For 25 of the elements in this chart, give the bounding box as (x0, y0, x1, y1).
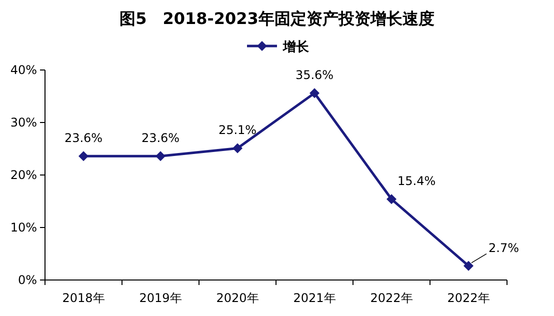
data-label: 23.6% (64, 131, 103, 146)
x-tick-label: 2022年 (447, 291, 490, 305)
point (156, 151, 166, 162)
x-tick-label: 2021年 (293, 291, 336, 305)
x-tick-label: 2018年 (62, 291, 105, 305)
y-tick-label: 0% (18, 273, 37, 287)
y-tick-label: 10% (10, 220, 37, 234)
data-label: 15.4% (398, 174, 436, 188)
y-tick-label: 40% (10, 63, 37, 77)
point (78, 151, 88, 162)
data-label: 23.6% (141, 131, 180, 146)
y-tick-label: 30% (10, 116, 37, 130)
point (310, 88, 320, 98)
point (232, 143, 242, 154)
point (386, 194, 396, 204)
legend-label: 增长 (282, 40, 310, 55)
data-label: 35.6% (295, 68, 334, 82)
chart-title: 图5 2018-2023年固定资产投资增长速度 (120, 9, 434, 28)
x-tick-label: 2020年 (216, 291, 259, 305)
y-tick-label: 20% (10, 168, 37, 182)
data-label: 25.1% (218, 123, 257, 138)
x-tick-label: 2022年 (370, 291, 413, 305)
x-tick-label: 2019年 (139, 291, 182, 305)
data-label: 2.7% (488, 240, 519, 255)
point (464, 260, 474, 271)
